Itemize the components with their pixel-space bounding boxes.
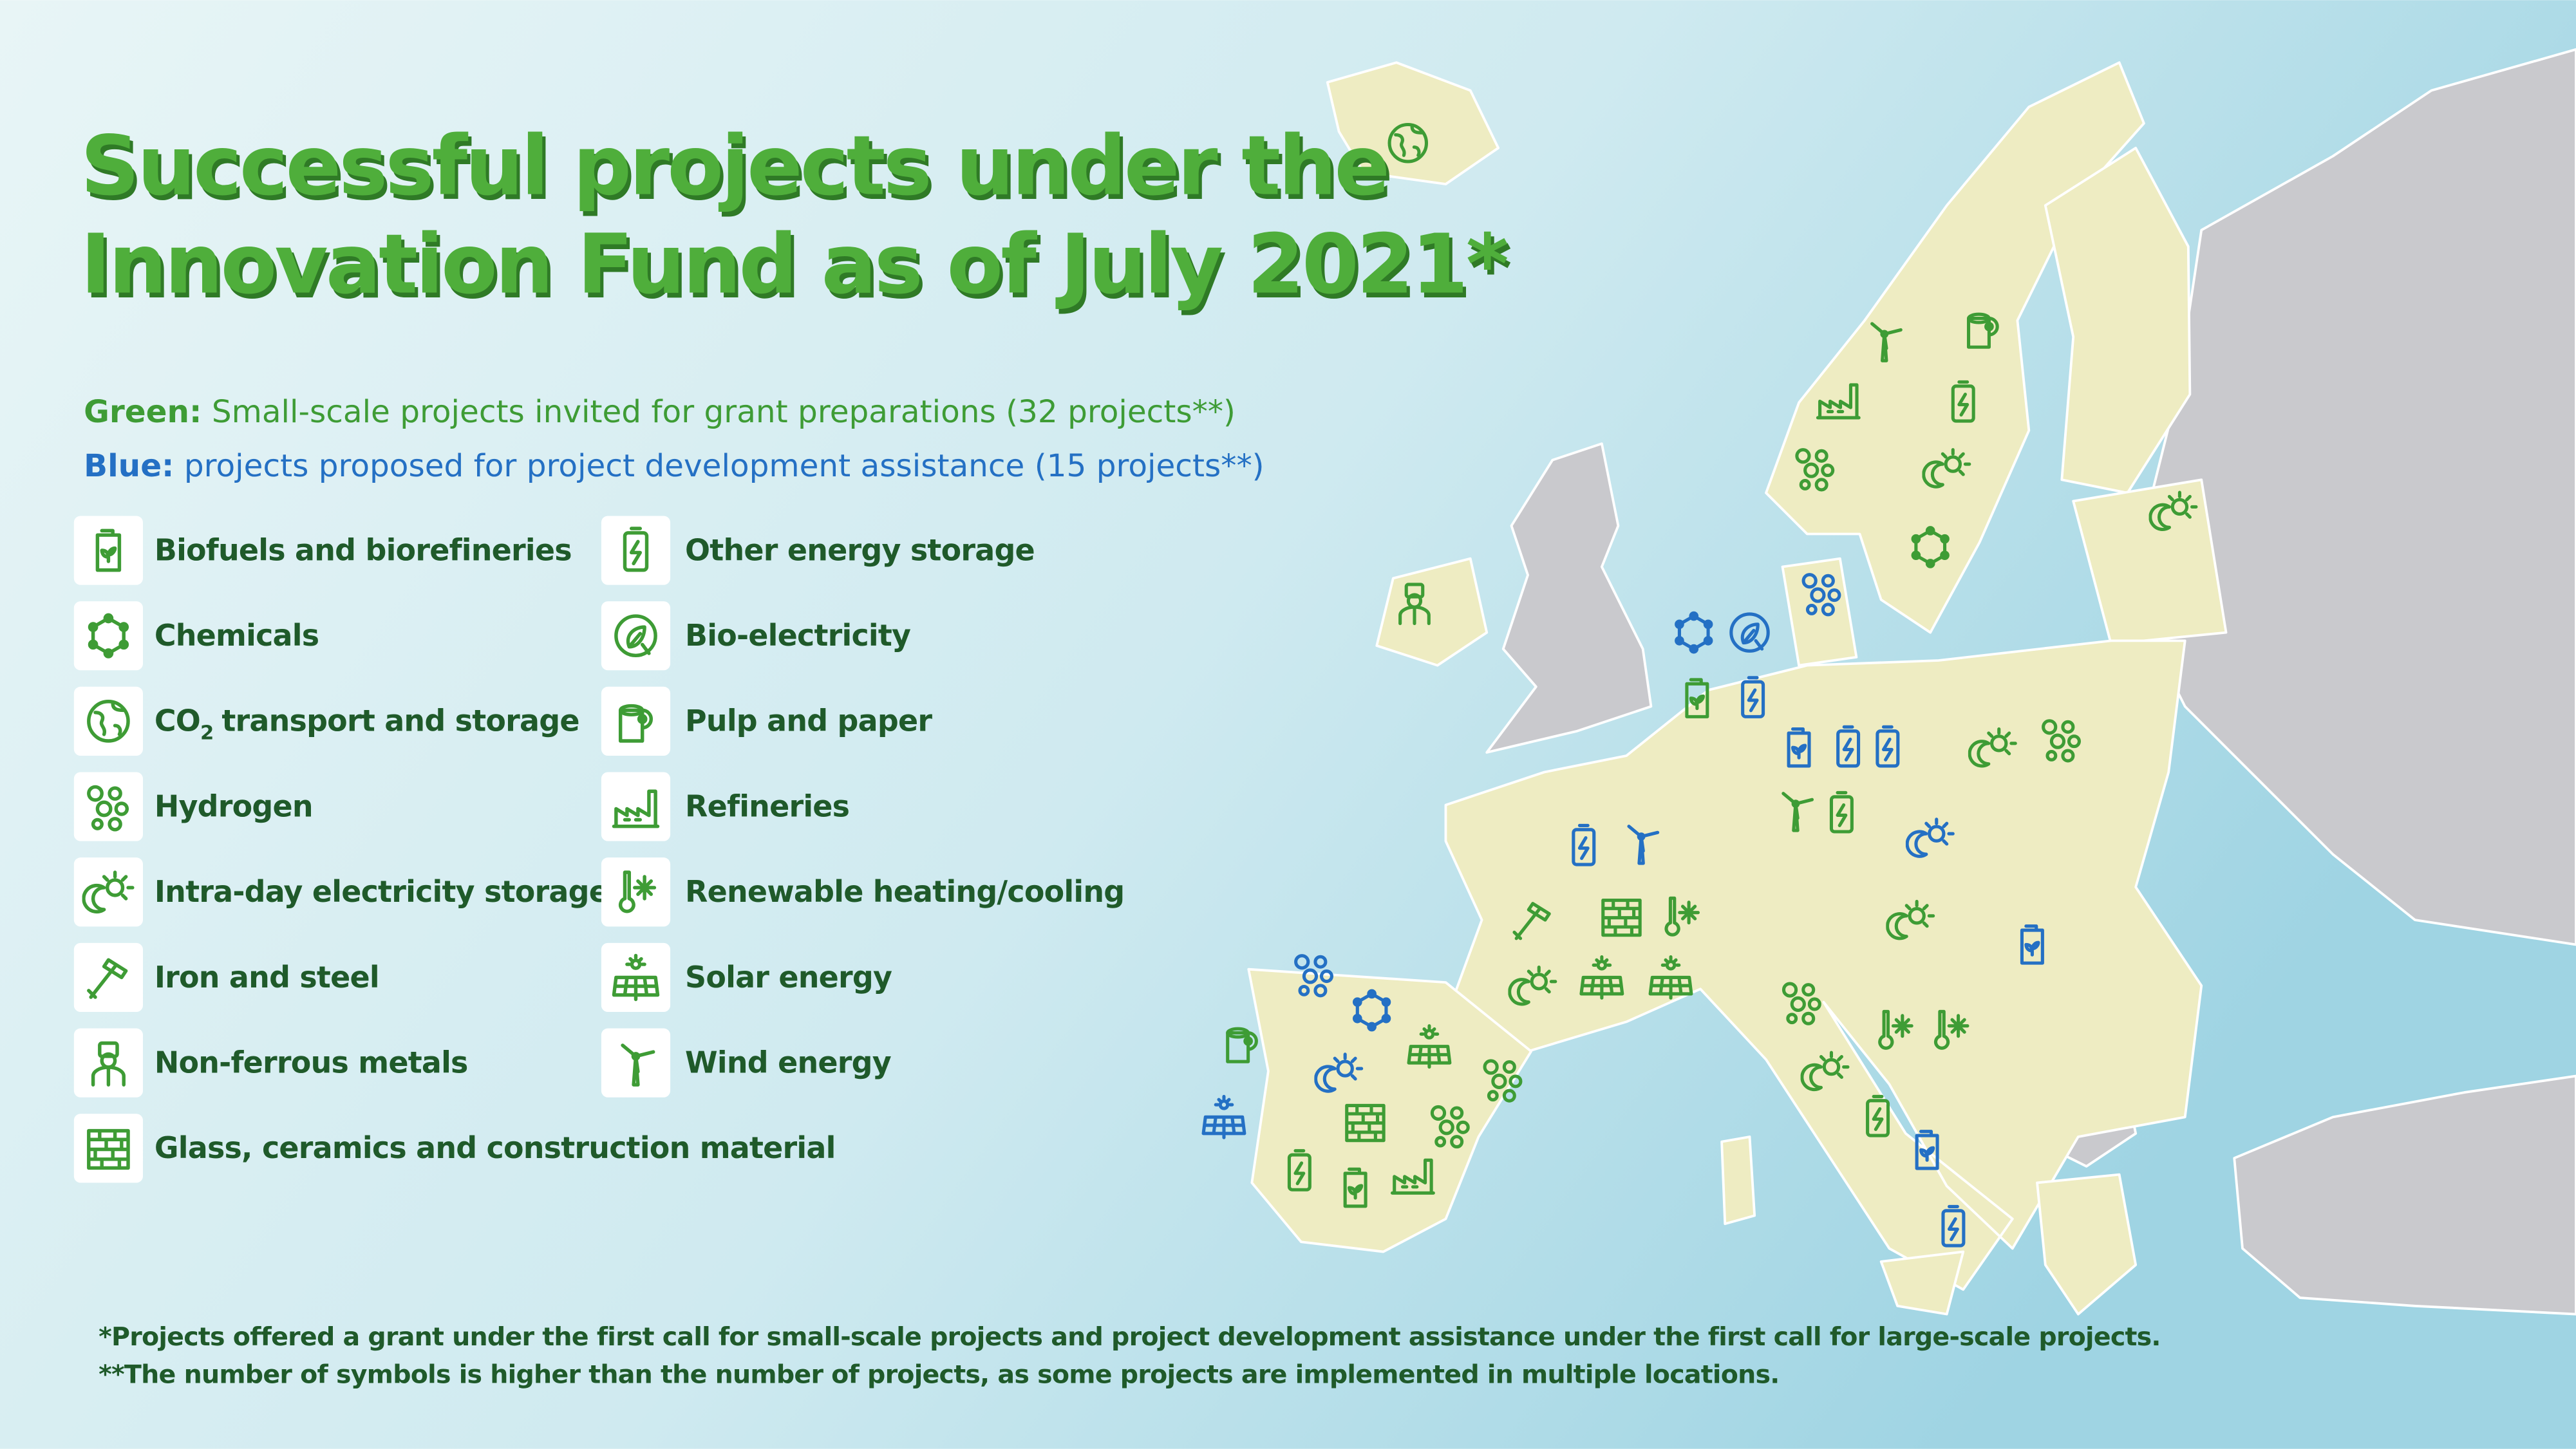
legend-label: Biofuels and biorefineries (155, 532, 572, 567)
legend-label: CO2 transport and storage (155, 704, 579, 745)
title-shadow: Successful projects under the (84, 124, 1391, 219)
sardinia (1720, 1136, 1756, 1226)
legend-icon-box (601, 772, 671, 841)
legend-icon-box (73, 1028, 143, 1098)
legend-label: Other energy storage (685, 532, 1035, 567)
legend-icon-box (601, 686, 671, 756)
legend-label: Bio-electricity (685, 618, 911, 653)
legend-label-part: transport and storage (221, 704, 579, 738)
legend-icon-box (601, 857, 671, 927)
legend-label: Hydrogen (155, 789, 313, 823)
green-key: Green: Small-scale projects invited for … (84, 394, 1236, 430)
legend-subscript: 2 (200, 722, 214, 744)
map (1247, 48, 2576, 1316)
legend-label: Intra-day electricity storage (155, 874, 608, 909)
legend-icon-box (601, 516, 671, 585)
legend-icon-box (601, 601, 671, 671)
key-label: Green: (84, 394, 202, 430)
legend-label: Refineries (685, 789, 849, 823)
key-text: Small-scale projects invited for grant p… (212, 394, 1236, 430)
greece (2036, 1173, 2138, 1316)
key-label: Blue: (84, 448, 174, 484)
footnote: **The number of symbols is higher than t… (99, 1360, 1779, 1390)
legend-label: Renewable heating/cooling (685, 874, 1124, 909)
blue-key: Blue: projects proposed for project deve… (84, 448, 1264, 484)
legend-icon-box (73, 686, 143, 756)
legend-label: Chemicals (155, 618, 319, 653)
legend-icon-box (73, 601, 143, 671)
ireland (1375, 557, 1489, 667)
legend-label: Iron and steel (155, 960, 379, 995)
legend-label: Wind energy (685, 1045, 892, 1080)
legend-label: Pulp and paper (685, 704, 932, 738)
iceland (1326, 61, 1500, 185)
legend-label-part: CO (155, 704, 200, 738)
footnote: *Projects offered a grant under the firs… (99, 1322, 2161, 1352)
iberia (1247, 968, 1533, 1253)
legend-label: Non-ferrous metals (155, 1045, 468, 1080)
baltics (2072, 478, 2228, 646)
finland (2044, 146, 2192, 494)
legend-label: Solar energy (685, 960, 892, 995)
title-line: Successful projects under the (80, 118, 1387, 214)
sicily (1879, 1250, 1965, 1316)
title: Successful projects under the Successful… (80, 118, 1514, 317)
title-shadow: Innovation Fund as of July 2021* (84, 222, 1511, 317)
denmark (1781, 557, 1858, 667)
legend-label: Glass, ceramics and construction materia… (155, 1130, 836, 1165)
legend: Biofuels and biorefineries Chemicals CO2 tr… (73, 516, 1125, 1183)
key-text: projects proposed for project developmen… (184, 448, 1264, 484)
continental-europe (1444, 639, 2203, 1291)
great-britain (1485, 442, 1653, 754)
title-line: Innovation Fund as of July 2021* (80, 217, 1508, 312)
